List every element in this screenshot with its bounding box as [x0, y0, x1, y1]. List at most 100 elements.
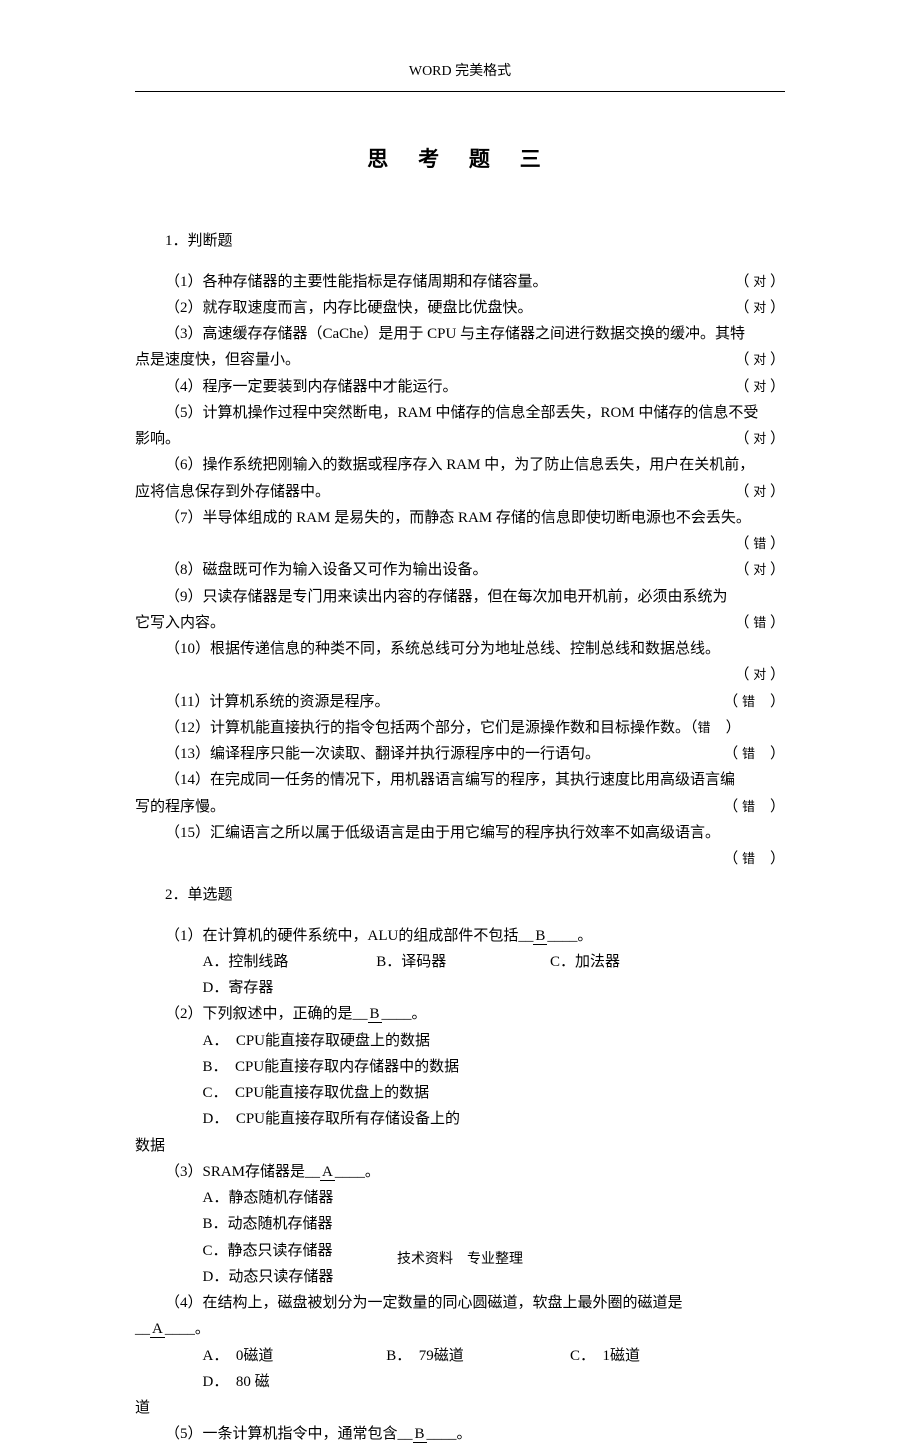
q-number: （5）	[165, 405, 203, 421]
q-number: （11）	[165, 694, 209, 710]
tf-q1: （1）各种存储器的主要性能指标是存储周期和存储容量。 （ 对 ）	[135, 269, 785, 295]
answer-mark: （ 错 ）	[734, 610, 785, 636]
q-text: 磁盘既可作为输入设备又可作为输出设备。	[203, 562, 488, 578]
answer-blank: B	[413, 1426, 427, 1443]
q-text: 半导体组成的 RAM 是易失的，而静态 RAM 存储的信息即使切断电源也不会丢失…	[203, 510, 751, 526]
mc-q2-tail: 数据	[135, 1133, 785, 1159]
answer-mark: （ 对 ）	[704, 374, 785, 400]
stem-text: （1）在计算机的硬件系统中，ALU的组成部件不包括__	[165, 928, 533, 944]
stem-text: （5）一条计算机指令中，通常包含__	[165, 1426, 413, 1442]
tf-q14-line1: （14）在完成同一任务的情况下，用机器语言编写的程序，其执行速度比用高级语言编	[135, 767, 785, 793]
stem-text: （2）下列叙述中，正确的是__	[165, 1006, 368, 1022]
q-text: 根据传递信息的种类不同，系统总线可分为地址总线、控制总线和数据总线。	[210, 641, 720, 657]
answer-mark: （ 错 ）	[693, 689, 785, 715]
q-number: （10）	[165, 641, 210, 657]
tf-q6-line1: （6）操作系统把刚输入的数据或程序存入 RAM 中，为了防止信息丢失，用户在关机…	[135, 452, 785, 478]
answer-mark: （ 对 ）	[734, 479, 785, 505]
answer-mark: （ 对 ）	[704, 557, 785, 583]
q-number: （8）	[165, 562, 203, 578]
tf-q8: （8）磁盘既可作为输入设备又可作为输出设备。 （ 对 ）	[135, 557, 785, 583]
q-number: （6）	[165, 457, 203, 473]
section-2-head: 2．单选题	[165, 882, 785, 908]
q-text: 它写入内容。	[135, 615, 225, 631]
q-text: 写的程序慢。	[135, 799, 225, 815]
mc-q1-options: A．控制线路 B．译码器 C．加法器 D．寄存器	[203, 949, 786, 1002]
option-d: D． 80 磁	[203, 1369, 270, 1395]
tf-q12: （12）计算机能直接执行的指令包括两个部分，它们是源操作数和目标操作数。（错 ）	[135, 715, 785, 741]
q-text: 应将信息保存到外存储器中。	[135, 484, 330, 500]
mc-q4-tail: 道	[135, 1395, 785, 1421]
mc-q4-ans-line: __A____。	[135, 1316, 785, 1342]
q-text: 编译程序只能一次读取、翻译并执行源程序中的一行语句。	[210, 746, 600, 762]
stem-text: ____。	[382, 1006, 427, 1022]
q-number: （1）	[165, 274, 203, 290]
answer-mark: （ 错 ）	[723, 846, 785, 872]
tf-q2: （2）就存取速度而言，内存比硬盘快，硬盘比优盘快。 （ 对 ）	[135, 295, 785, 321]
section-1-head: 1．判断题	[165, 228, 785, 254]
page-header: WORD 完美格式	[135, 60, 785, 85]
q-text: 操作系统把刚输入的数据或程序存入 RAM 中，为了防止信息丢失，用户在关机前，	[203, 457, 755, 473]
mc-q3-options-row1: A．静态随机存储器 B．动态随机存储器	[203, 1185, 786, 1238]
answer-blank: B	[368, 1006, 382, 1023]
stem-text: ____。	[335, 1164, 380, 1180]
q-number: （15）	[165, 825, 210, 841]
option-a: A．静态随机存储器	[203, 1185, 463, 1211]
q-number: （13）	[165, 746, 210, 762]
answer-mark: （ 对 ）	[734, 347, 785, 373]
q-number: （2）	[165, 300, 203, 316]
answer-mark: （ 错 ）	[723, 794, 785, 820]
tf-q10: （10）根据传递信息的种类不同，系统总线可分为地址总线、控制总线和数据总线。	[135, 636, 785, 662]
stem-text: ____。	[427, 1426, 472, 1442]
answer-mark: （ 对 ）	[734, 426, 785, 452]
stem-text: ____。	[165, 1321, 210, 1337]
tf-q15-mark: （ 错 ）	[135, 846, 785, 872]
tf-q15: （15）汇编语言之所以属于低级语言是由于用它编写的程序执行效率不如高级语言。	[135, 820, 785, 846]
tf-q6-line2: 应将信息保存到外存储器中。 （ 对 ）	[135, 479, 785, 505]
page-footer: 技术资料 专业整理	[0, 1248, 920, 1273]
mc-q2-stem: （2）下列叙述中，正确的是__B____。	[135, 1001, 785, 1027]
tf-q14-line2: 写的程序慢。 （ 错 ）	[135, 794, 785, 820]
q-number: （14）	[165, 772, 210, 788]
tf-q4: （4）程序一定要装到内存储器中才能运行。 （ 对 ）	[135, 374, 785, 400]
stem-text: __	[135, 1321, 150, 1337]
mc-q2-options-row2: C． CPU能直接存取优盘上的数据 D． CPU能直接存取所有存储设备上的	[203, 1080, 786, 1133]
q-number: （12）	[165, 720, 210, 736]
q-text: 汇编语言之所以属于低级语言是由于用它编写的程序执行效率不如高级语言。	[210, 825, 720, 841]
tf-q9-line1: （9）只读存储器是专门用来读出内容的存储器，但在每次加电开机前，必须由系统为	[135, 584, 785, 610]
option-c: C．加法器	[550, 949, 690, 975]
answer-mark: （ 对 ）	[734, 662, 785, 688]
mc-q5-stem: （5）一条计算机指令中，通常包含__B____。	[135, 1421, 785, 1447]
stem-text: ____。	[547, 928, 592, 944]
tf-q3-line1: （3）高速缓存存储器（CaChe）是用于 CPU 与主存储器之间进行数据交换的缓…	[135, 321, 785, 347]
q-text: 只读存储器是专门用来读出内容的存储器，但在每次加电开机前，必须由系统为	[203, 589, 728, 605]
q-text: 影响。	[135, 431, 180, 447]
answer-mark: （ 对 ）	[704, 295, 785, 321]
option-b: B． 79磁道	[386, 1343, 536, 1369]
option-b: B．译码器	[376, 949, 516, 975]
mc-q4-stem: （4）在结构上，磁盘被划分为一定数量的同心圆磁道，软盘上最外圈的磁道是	[135, 1290, 785, 1316]
document-page: WORD 完美格式 思 考 题 三 1．判断题 （1）各种存储器的主要性能指标是…	[0, 0, 920, 1302]
q-text: 在完成同一任务的情况下，用机器语言编写的程序，其执行速度比用高级语言编	[210, 772, 735, 788]
q-text: 就存取速度而言，内存比硬盘快，硬盘比优盘快。	[203, 300, 533, 316]
option-c: C． 1磁道	[570, 1343, 720, 1369]
mc-q2-options-row1: A． CPU能直接存取硬盘上的数据 B． CPU能直接存取内存储器中的数据	[203, 1028, 786, 1081]
q-text: 点是速度快，但容量小。	[135, 352, 300, 368]
answer-mark: （ 错 ）	[693, 741, 785, 767]
tf-q7-mark: （ 错 ）	[135, 531, 785, 557]
option-a: A．控制线路	[203, 949, 343, 975]
q-text: 计算机操作过程中突然断电，RAM 中储存的信息全部丢失，ROM 中储存的信息不受	[203, 405, 759, 421]
document-title: 思 考 题 三	[135, 142, 785, 179]
tf-q7: （7）半导体组成的 RAM 是易失的，而静态 RAM 存储的信息即使切断电源也不…	[135, 505, 785, 531]
answer-mark: （ 对 ）	[704, 269, 785, 295]
q-text: 程序一定要装到内存储器中才能运行。	[203, 379, 458, 395]
tf-q9-line2: 它写入内容。 （ 错 ）	[135, 610, 785, 636]
tf-q10-mark: （ 对 ）	[135, 662, 785, 688]
option-b: B．动态随机存储器	[203, 1211, 463, 1237]
answer-blank: B	[533, 928, 547, 945]
stem-text: （3）SRAM存储器是__	[165, 1164, 320, 1180]
q-number: （4）	[165, 379, 203, 395]
tf-q5-line1: （5）计算机操作过程中突然断电，RAM 中储存的信息全部丢失，ROM 中储存的信…	[135, 400, 785, 426]
tf-q3-line2: 点是速度快，但容量小。 （ 对 ）	[135, 347, 785, 373]
q-text: 计算机能直接执行的指令包括两个部分，它们是源操作数和目标操作数。	[210, 720, 690, 736]
q-number: （9）	[165, 589, 203, 605]
